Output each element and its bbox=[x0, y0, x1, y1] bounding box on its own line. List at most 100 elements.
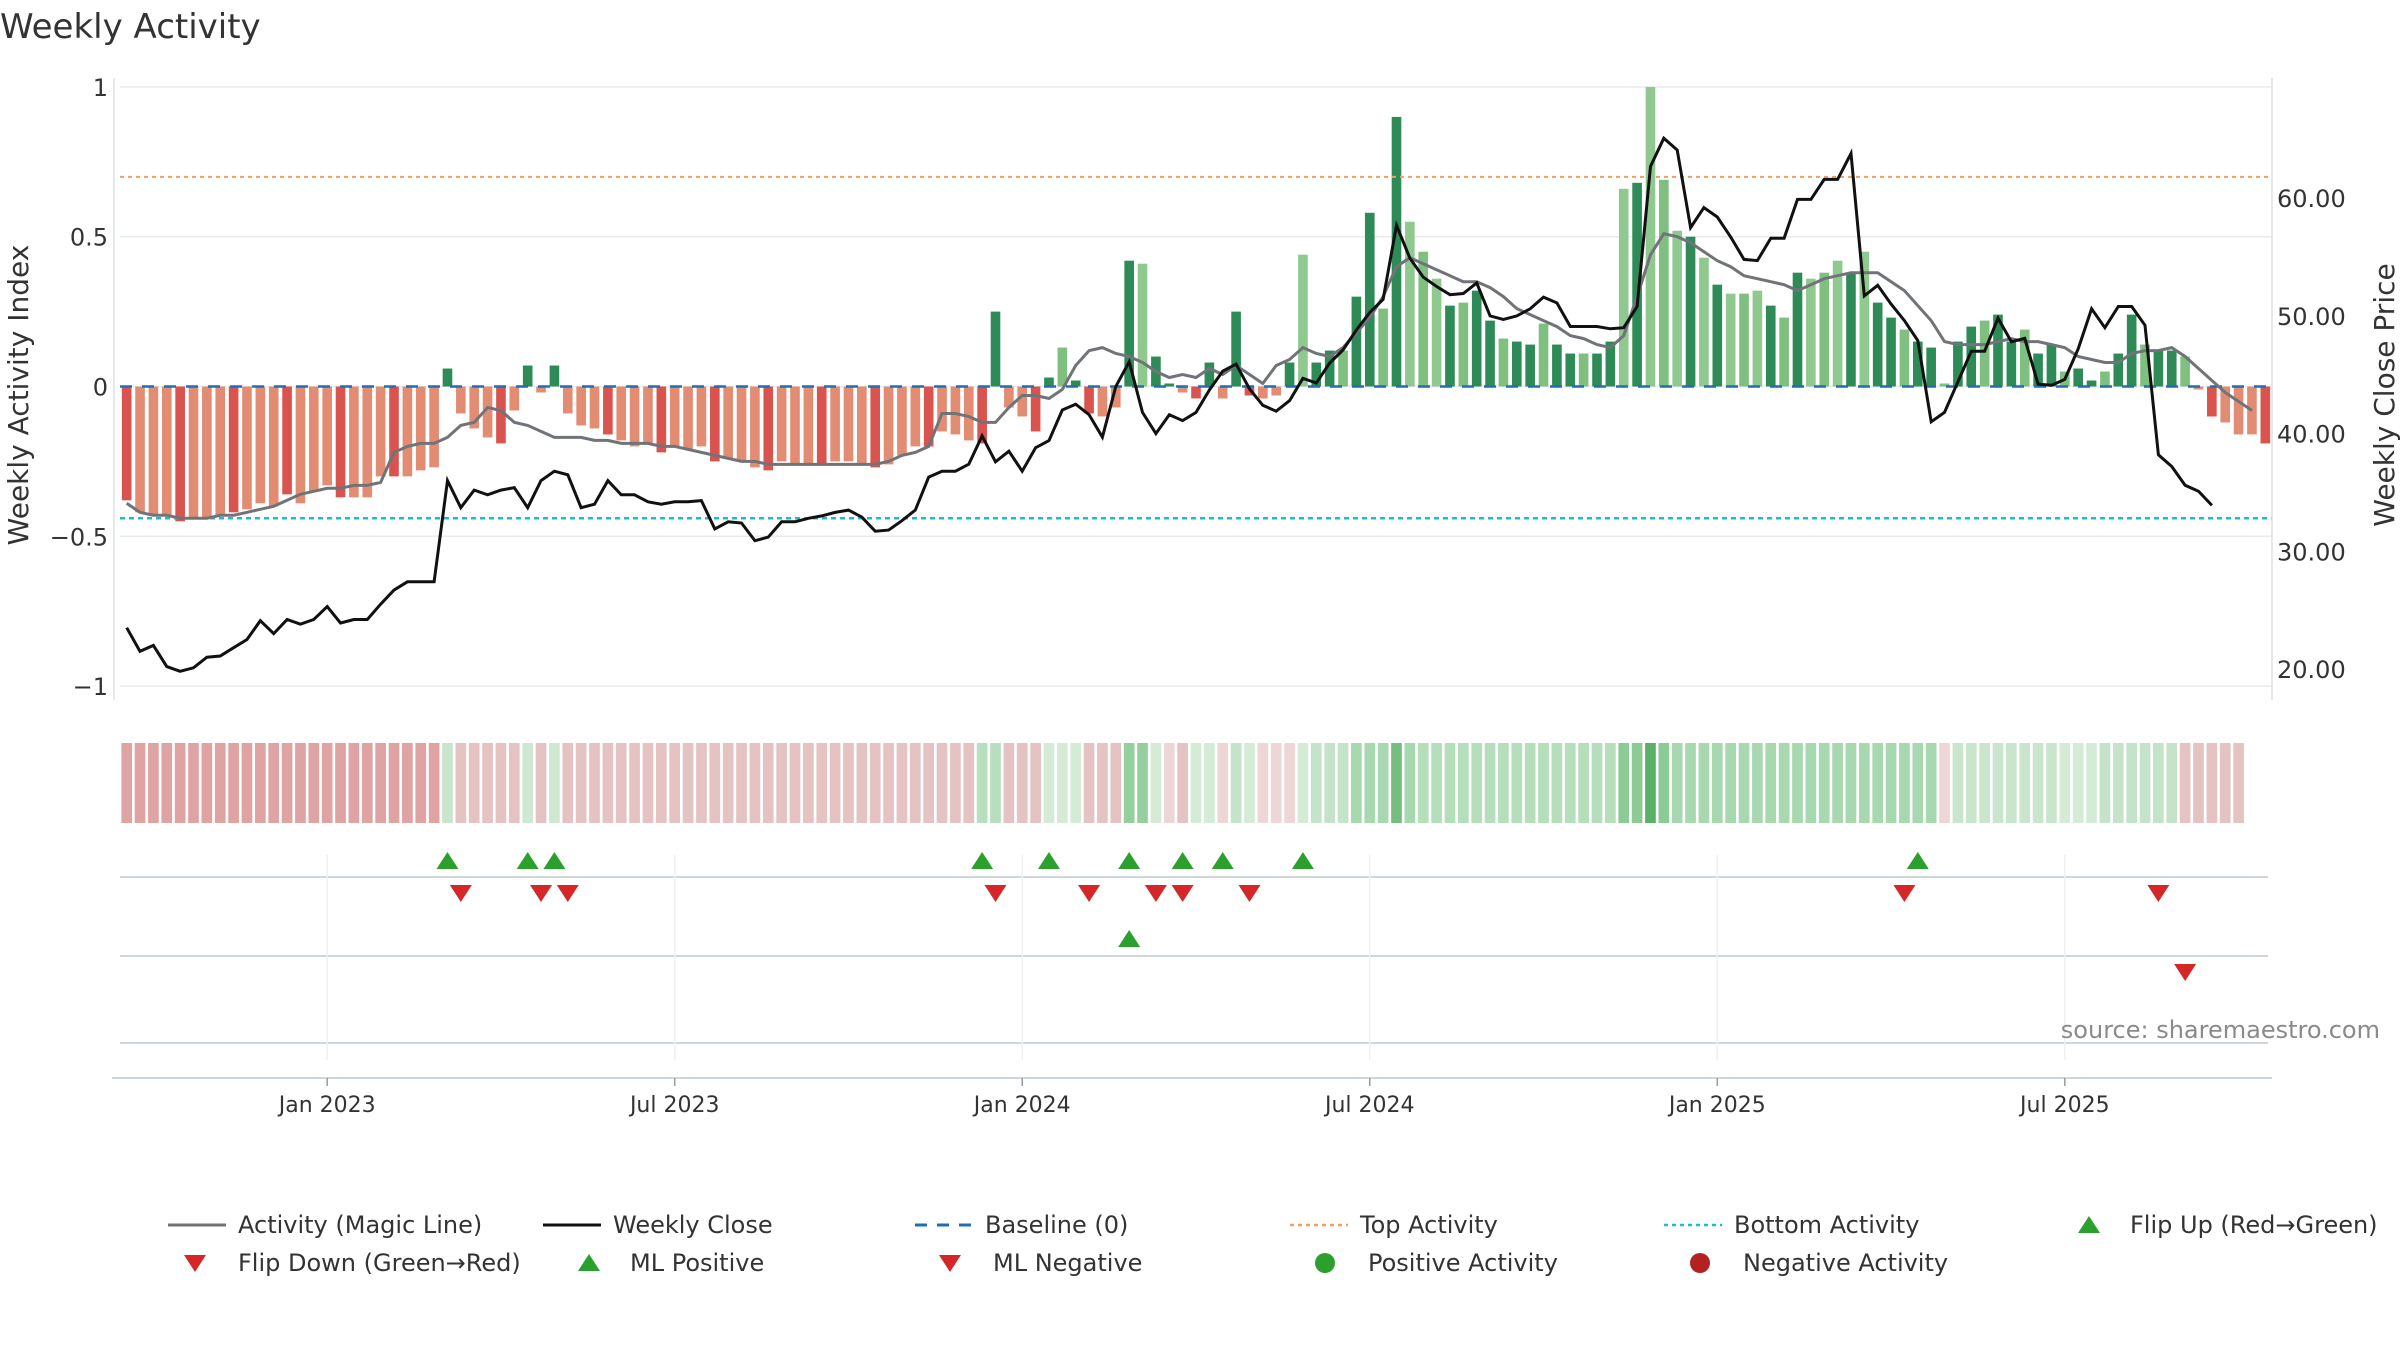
x-axis: Jan 2023 Jul 2023 Jan 2024 Jul 2024 Jan 2025… bbox=[112, 1077, 2272, 1118]
legend-swatch-triangle-up bbox=[2078, 1216, 2100, 1233]
activity-bar bbox=[2019, 329, 2030, 387]
heatmap-cell bbox=[843, 743, 854, 823]
activity-bar bbox=[629, 386, 640, 447]
activity-bar bbox=[763, 386, 774, 471]
heatmap-cell bbox=[1912, 743, 1924, 823]
activity-bar bbox=[1204, 362, 1215, 387]
activity-bar bbox=[215, 386, 226, 516]
heatmap-cell bbox=[1778, 743, 1790, 823]
activity-bar bbox=[923, 386, 934, 447]
heatmap-cell bbox=[1765, 743, 1777, 823]
y-tick-right: 40.00 bbox=[2277, 421, 2346, 449]
heatmap-cell bbox=[1484, 743, 1496, 823]
heatmap-cell bbox=[1404, 743, 1416, 823]
heatmap-cell bbox=[1177, 743, 1188, 823]
heatmap-cell bbox=[1230, 743, 1242, 823]
heatmap-cell bbox=[1845, 743, 1857, 823]
heatmap-cell bbox=[1578, 743, 1589, 823]
activity-bar bbox=[1137, 263, 1148, 387]
activity-bar bbox=[937, 386, 947, 432]
activity-bar bbox=[282, 386, 292, 495]
activity-bar bbox=[1578, 353, 1589, 387]
activity-bar bbox=[1819, 272, 1830, 387]
heatmap-cell bbox=[869, 743, 881, 823]
signal-markers bbox=[120, 852, 2268, 1060]
flip-up-marker bbox=[543, 852, 566, 869]
activity-bar bbox=[1886, 317, 1896, 387]
heatmap-cell bbox=[856, 743, 868, 823]
activity-bar bbox=[2126, 314, 2137, 387]
heatmap-cell bbox=[1003, 743, 1015, 823]
heatmap-cell bbox=[1564, 743, 1576, 823]
heatmap-cell bbox=[442, 743, 453, 823]
activity-bar bbox=[1979, 320, 1990, 387]
flip-down-marker bbox=[2147, 885, 2170, 902]
activity-bar bbox=[1699, 257, 1709, 387]
heatmap-cell bbox=[1204, 743, 1215, 823]
heatmap-cell bbox=[2153, 743, 2164, 823]
activity-bar bbox=[736, 386, 747, 462]
activity-bar bbox=[1298, 254, 1308, 387]
activity-bar bbox=[522, 365, 533, 387]
flip-up-marker bbox=[971, 852, 994, 869]
heatmap-cell bbox=[2179, 743, 2191, 823]
activity-bar bbox=[349, 386, 359, 498]
heatmap-cell bbox=[575, 743, 587, 823]
activity-bar bbox=[322, 386, 332, 486]
heatmap-cell bbox=[2126, 743, 2137, 823]
activity-bar bbox=[963, 386, 974, 441]
activity-bar bbox=[1538, 323, 1549, 387]
activity-bar bbox=[1779, 317, 1789, 387]
activity-bar bbox=[1832, 260, 1843, 387]
activity-bar bbox=[643, 386, 653, 444]
heatmap-cell bbox=[1685, 743, 1696, 823]
heatmap-cell bbox=[402, 743, 413, 823]
activity-bar bbox=[121, 386, 132, 501]
activity-bar bbox=[1966, 326, 1977, 387]
heatmap-cell bbox=[2139, 743, 2151, 823]
activity-bar bbox=[1872, 302, 1883, 387]
legend-label: Baseline (0) bbox=[985, 1211, 1128, 1239]
activity-bar bbox=[2086, 380, 2097, 387]
activity-bar bbox=[1124, 260, 1134, 387]
heatmap-cell bbox=[228, 743, 239, 823]
heatmap-cell bbox=[1939, 743, 1950, 823]
heatmap-cell bbox=[2059, 743, 2071, 823]
activity-bar bbox=[883, 386, 894, 465]
flip-down-marker bbox=[1238, 885, 1261, 902]
legend-swatch-circle bbox=[1315, 1253, 1335, 1273]
activity-bar bbox=[188, 386, 199, 519]
flip-up-marker bbox=[516, 852, 539, 869]
heatmap-cell bbox=[1364, 743, 1376, 823]
legend-label: Bottom Activity bbox=[1734, 1211, 1919, 1239]
activity-bar bbox=[175, 386, 185, 522]
activity-bar bbox=[1378, 308, 1388, 387]
activity-bar bbox=[1632, 182, 1642, 387]
heatmap-cell bbox=[963, 743, 975, 823]
heatmap-cell bbox=[1965, 743, 1977, 823]
heatmap-cell bbox=[1150, 743, 1162, 823]
activity-bar bbox=[1912, 341, 1923, 387]
heatmap-cell bbox=[1524, 743, 1536, 823]
activity-bar bbox=[496, 386, 506, 444]
heatmap-cell bbox=[642, 743, 654, 823]
flip-down-marker bbox=[1144, 885, 1167, 902]
heatmap-cell bbox=[241, 743, 253, 823]
activity-bar bbox=[1739, 293, 1749, 387]
activity-bar bbox=[1939, 383, 1950, 387]
heatmap-cell bbox=[2086, 743, 2097, 823]
heatmap-cell bbox=[201, 743, 213, 823]
activity-heatmap-strip bbox=[121, 743, 2244, 823]
heatmap-cell bbox=[535, 743, 547, 823]
activity-bar bbox=[1712, 284, 1723, 387]
activity-bars bbox=[121, 86, 2271, 522]
heatmap-cell bbox=[1257, 743, 1269, 823]
heatmap-cell bbox=[655, 743, 667, 823]
heatmap-cell bbox=[1818, 743, 1830, 823]
heatmap-cell bbox=[1698, 743, 1710, 823]
heatmap-cell bbox=[428, 743, 440, 823]
activity-bar bbox=[415, 386, 426, 471]
flip-down-marker bbox=[449, 885, 472, 902]
legend-item: Flip Down (Green→Red) bbox=[184, 1249, 521, 1277]
heatmap-cell bbox=[1832, 743, 1843, 823]
